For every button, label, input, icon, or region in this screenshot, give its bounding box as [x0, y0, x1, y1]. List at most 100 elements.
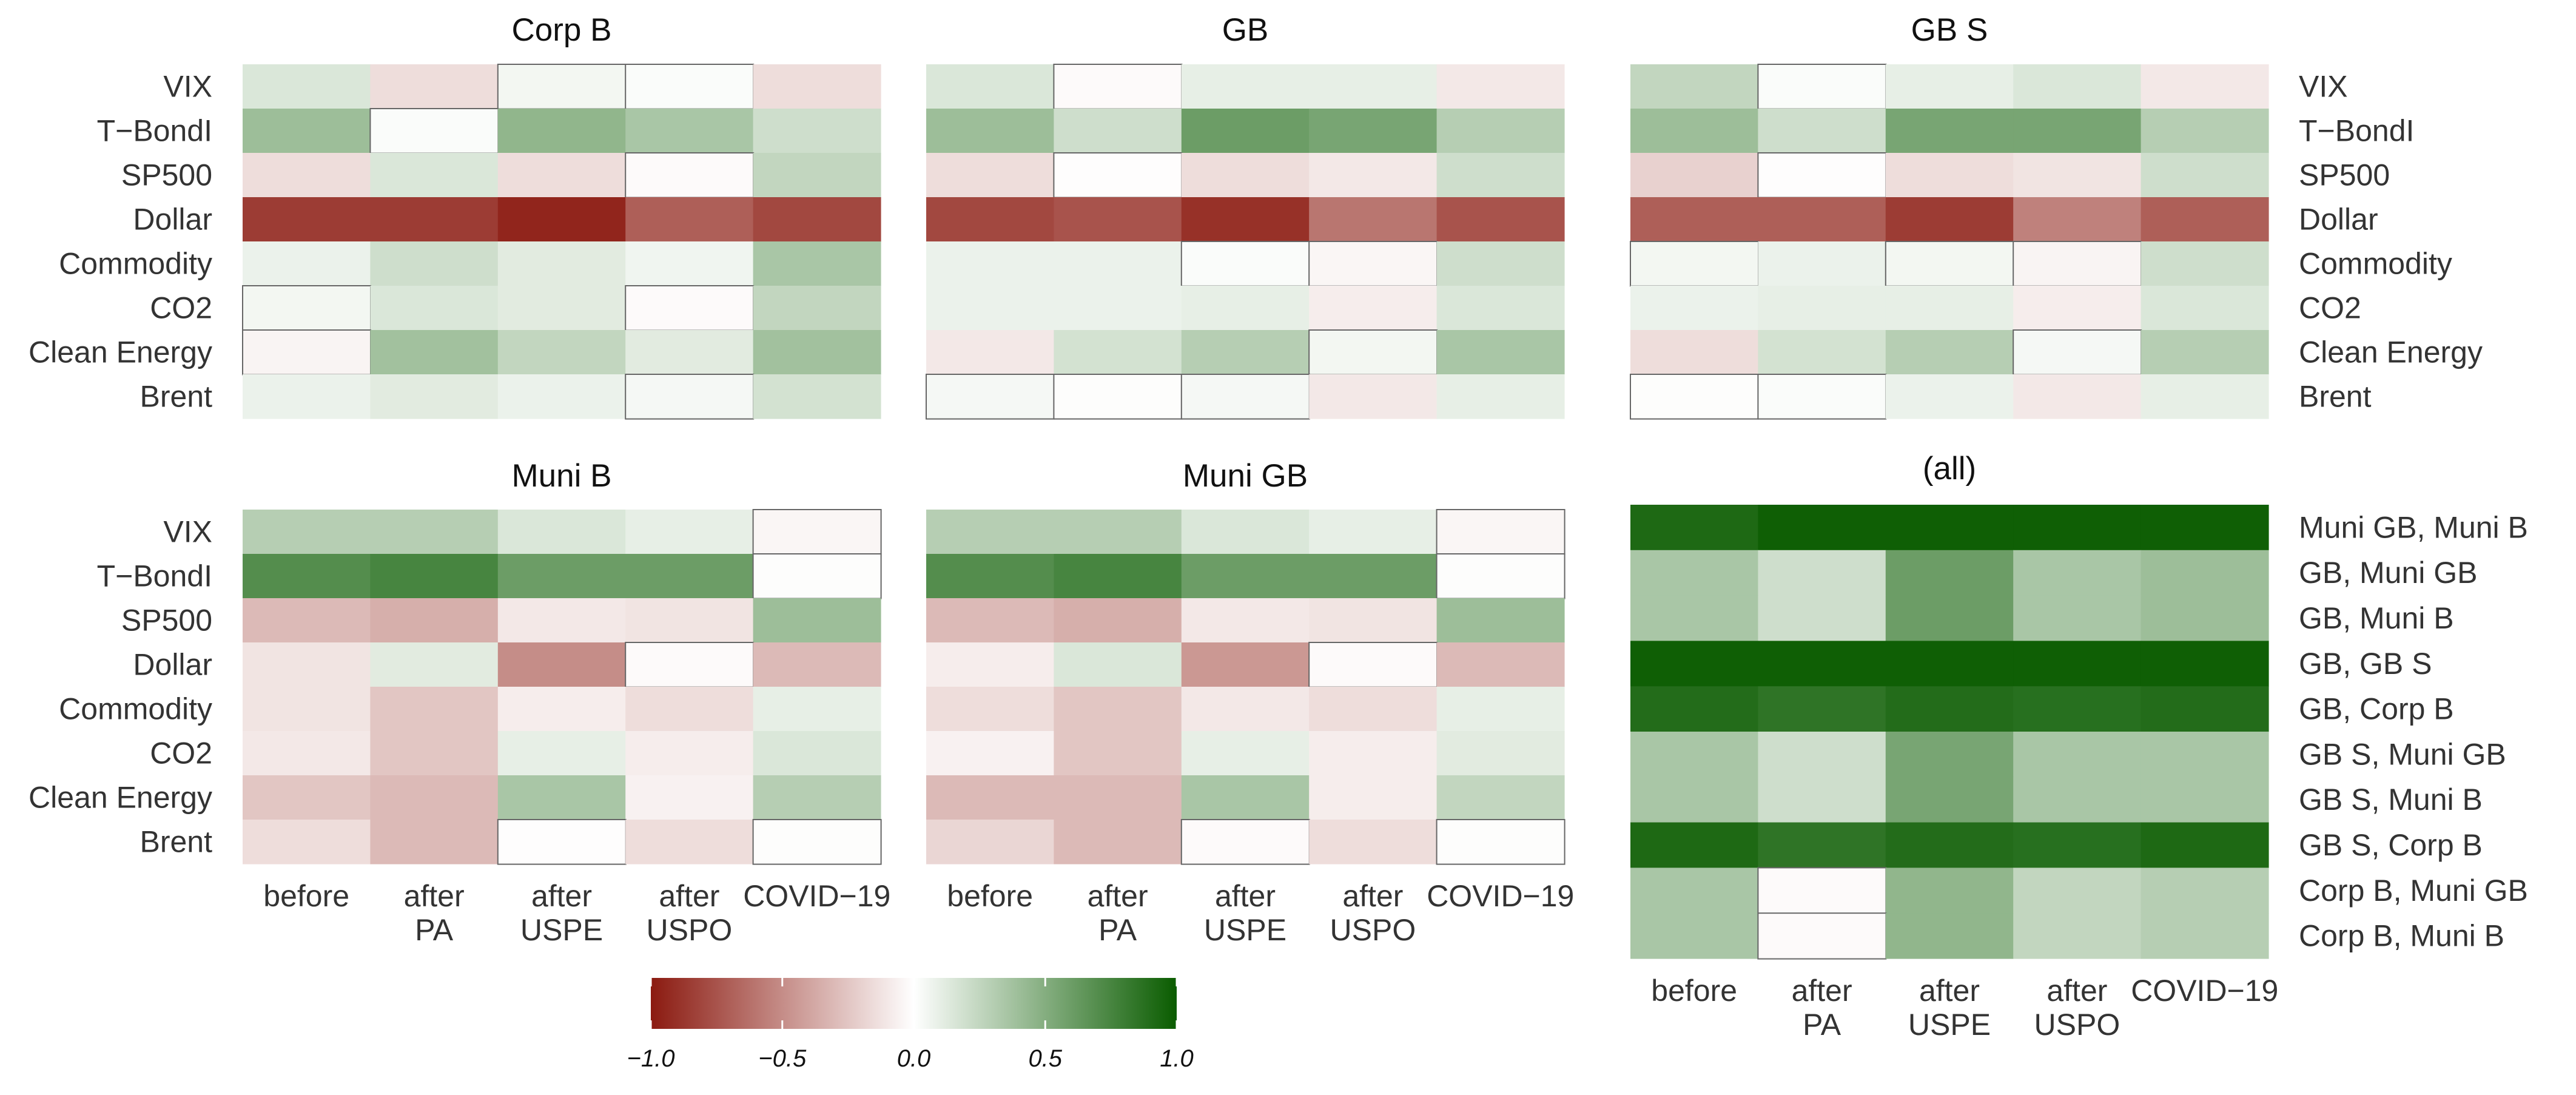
heatmap-cell	[242, 329, 371, 376]
heatmap-cell	[1630, 330, 1758, 375]
row-label: Commodity	[59, 692, 212, 726]
heatmap-cell	[1054, 241, 1182, 286]
heatmap-cell	[1630, 686, 1758, 732]
heatmap-cell	[1885, 686, 2014, 732]
heatmap-cell	[1180, 819, 1310, 865]
heatmap-cell	[1309, 510, 1438, 554]
row-label: T−BondI	[2299, 114, 2414, 148]
heatmap-cell	[926, 64, 1054, 109]
heatmap-cell	[625, 510, 754, 554]
heatmap-cell	[1630, 241, 1759, 287]
heatmap-cell	[370, 642, 499, 687]
heatmap-cell	[2013, 595, 2142, 641]
heatmap-cell	[1436, 153, 1565, 198]
heatmap-cell	[243, 687, 371, 732]
heatmap-cell	[1309, 775, 1438, 820]
heatmap-cell	[1885, 241, 2014, 287]
panel-title: Muni GB	[1183, 458, 1308, 494]
heatmap-cell	[243, 820, 371, 864]
heatmap-cell	[1054, 286, 1182, 331]
heatmap-cell	[1436, 598, 1565, 643]
heatmap-cell	[1436, 509, 1565, 555]
heatmap-cell	[2013, 329, 2142, 376]
colorbar: −1.0 −0.5 0.0 0.5 1.0	[627, 978, 1194, 1072]
heatmap-cell	[2141, 330, 2269, 375]
heatmap-cell	[1436, 553, 1565, 599]
heatmap-cell	[1885, 153, 2014, 198]
colorbar-tick-label: −0.5	[758, 1045, 807, 1072]
heatmap-cell	[497, 109, 626, 153]
heatmap-cell	[1885, 286, 2014, 331]
heatmap-cell	[625, 197, 754, 242]
heatmap-cell	[753, 687, 881, 732]
heatmap-cell	[370, 775, 499, 820]
heatmap-cell	[2013, 913, 2142, 959]
panel-title: GB	[1222, 12, 1269, 48]
heatmap-cell	[2141, 550, 2269, 596]
heatmap-cell	[625, 374, 755, 420]
heatmap-cell	[1758, 732, 1886, 778]
row-label: Clean Energy	[2299, 335, 2483, 369]
heatmap-cell	[370, 554, 499, 599]
heatmap-cell	[2141, 197, 2269, 242]
heatmap-cell	[1436, 731, 1565, 776]
heatmap-cell	[753, 241, 881, 286]
heatmap-cell	[497, 819, 627, 865]
heatmap-cell	[243, 109, 371, 153]
heatmap-cell	[370, 510, 499, 554]
heatmap-panel-1: GB	[926, 12, 1565, 420]
heatmap-cell	[243, 510, 371, 554]
heatmap-cell	[369, 108, 499, 154]
heatmap-cell	[2013, 868, 2142, 914]
heatmap-cell	[2141, 505, 2269, 551]
heatmap-cell	[2013, 374, 2142, 419]
heatmap-cell	[497, 554, 626, 599]
colorbar-tick-label: 0.5	[1028, 1045, 1062, 1072]
heatmap-cell	[1054, 642, 1182, 687]
row-label: Clean Energy	[29, 335, 212, 369]
heatmap-cell	[370, 64, 499, 109]
row-label: VIX	[163, 515, 212, 549]
row-label: Clean Energy	[29, 781, 212, 815]
heatmap-cell	[1054, 554, 1182, 599]
heatmap-cell	[625, 64, 755, 110]
heatmap-cell	[2013, 641, 2142, 687]
row-label: Corp B, Muni GB	[2299, 874, 2528, 908]
heatmap-cell	[497, 153, 626, 198]
heatmap-cell	[2141, 64, 2269, 109]
heatmap-cell	[1180, 374, 1310, 420]
heatmap-cell	[1758, 777, 1886, 823]
heatmap-cell	[1630, 64, 1758, 109]
panel-title: Muni B	[512, 458, 612, 494]
heatmap-cell	[1181, 286, 1310, 331]
heatmap-cell	[1054, 330, 1182, 375]
heatmap-cell	[1757, 867, 1887, 914]
heatmap-cell	[2141, 777, 2269, 823]
heatmap-cell	[2013, 241, 2142, 287]
row-label: GB, Muni B	[2299, 601, 2454, 635]
row-label: GB, Muni GB	[2299, 556, 2478, 590]
heatmap-panel-4: Muni GB before after PA after USPE after USPO CO…	[926, 458, 1574, 947]
heatmap-cell	[753, 374, 881, 419]
heatmap-cell	[625, 152, 755, 198]
heatmap-cell	[370, 286, 499, 331]
colorbar-tick-label: 0.0	[897, 1045, 931, 1072]
heatmap-cell	[1758, 241, 1886, 286]
heatmap-cell	[2141, 868, 2269, 914]
heatmap-cell	[625, 109, 754, 153]
heatmap-cell	[1885, 109, 2014, 153]
heatmap-cell	[753, 330, 881, 375]
heatmap-cell	[1757, 152, 1887, 198]
heatmap-cell	[926, 731, 1054, 776]
row-label: Commodity	[2299, 247, 2452, 281]
heatmap-cell	[2141, 109, 2269, 153]
heatmap-cell	[1308, 642, 1438, 688]
row-label: SP500	[121, 158, 212, 192]
heatmap-cell	[625, 241, 754, 286]
column-label: after USPO	[647, 879, 733, 947]
heatmap-cell	[926, 153, 1054, 198]
heatmap-cell	[1436, 642, 1565, 687]
heatmap-cell	[1054, 731, 1182, 776]
heatmap-cell	[242, 285, 371, 331]
